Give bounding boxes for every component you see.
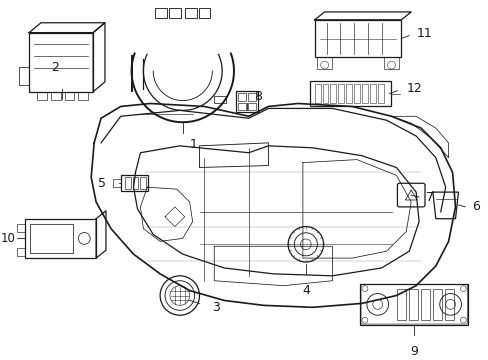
Bar bbox=[235, 91, 257, 112]
Bar bbox=[322, 84, 328, 103]
Bar bbox=[238, 93, 245, 100]
Bar bbox=[238, 103, 245, 111]
Bar bbox=[78, 92, 88, 100]
Bar bbox=[17, 224, 25, 231]
Bar bbox=[124, 177, 130, 189]
Bar bbox=[121, 175, 148, 191]
Text: 3: 3 bbox=[212, 301, 220, 314]
Text: 1: 1 bbox=[189, 138, 197, 151]
Text: 6: 6 bbox=[471, 201, 479, 213]
Text: 7: 7 bbox=[425, 190, 433, 203]
Bar bbox=[140, 177, 146, 189]
Bar bbox=[353, 84, 359, 103]
Bar bbox=[420, 289, 429, 320]
Bar bbox=[330, 84, 336, 103]
Bar bbox=[316, 57, 332, 69]
Text: 12: 12 bbox=[406, 82, 421, 95]
Bar bbox=[51, 92, 61, 100]
Bar bbox=[314, 84, 320, 103]
Bar bbox=[247, 93, 255, 100]
Bar bbox=[113, 179, 121, 187]
Bar bbox=[397, 289, 406, 320]
Text: 2: 2 bbox=[51, 60, 59, 73]
Text: 5: 5 bbox=[98, 177, 106, 190]
Bar bbox=[214, 96, 225, 103]
Bar bbox=[30, 224, 73, 253]
Bar bbox=[29, 33, 93, 92]
Bar bbox=[314, 20, 401, 57]
Text: 11: 11 bbox=[416, 27, 432, 40]
Bar bbox=[247, 103, 255, 111]
Bar bbox=[361, 84, 367, 103]
Bar bbox=[444, 289, 453, 320]
Bar bbox=[64, 92, 74, 100]
Bar bbox=[184, 8, 196, 18]
Bar bbox=[309, 81, 390, 107]
Bar bbox=[377, 84, 383, 103]
Bar bbox=[338, 84, 344, 103]
Text: 10: 10 bbox=[0, 232, 15, 245]
Bar bbox=[169, 8, 181, 18]
Bar bbox=[346, 84, 351, 103]
Bar bbox=[408, 289, 417, 320]
Bar bbox=[369, 84, 375, 103]
Bar bbox=[198, 8, 210, 18]
Bar bbox=[19, 67, 29, 85]
Bar bbox=[359, 284, 468, 325]
Bar bbox=[132, 177, 138, 189]
Bar bbox=[155, 8, 167, 18]
Bar bbox=[17, 248, 25, 256]
Text: 8: 8 bbox=[253, 90, 261, 103]
Bar bbox=[37, 92, 47, 100]
Text: 4: 4 bbox=[301, 284, 309, 297]
Bar bbox=[432, 289, 441, 320]
Bar bbox=[383, 57, 399, 69]
Bar bbox=[25, 219, 96, 258]
Text: 9: 9 bbox=[409, 345, 417, 358]
